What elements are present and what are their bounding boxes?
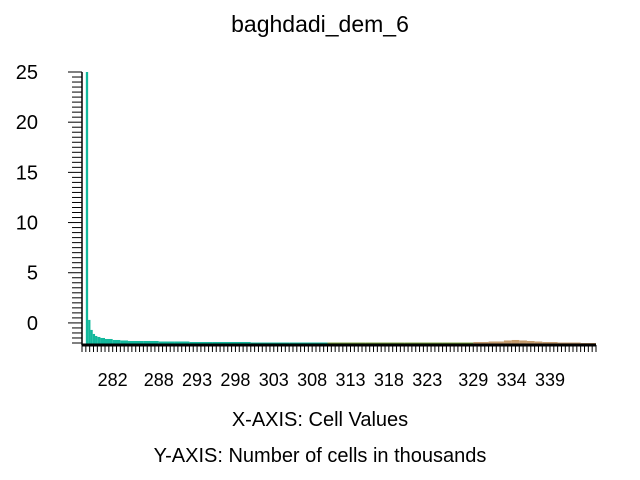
- histogram-bar: [511, 339, 520, 345]
- histogram-bar: [100, 337, 106, 345]
- histogram-bar: [534, 341, 543, 345]
- y-tick-label: 15: [16, 162, 38, 184]
- x-tick-label: 303: [259, 370, 289, 390]
- x-tick-label: 329: [458, 370, 488, 390]
- x-axis: 282 288 293 298 303 308 313 318 323 329 334 339: [81, 343, 597, 390]
- histogram-bar: [519, 340, 527, 345]
- histogram-bar: [85, 72, 89, 345]
- histogram-bar: [105, 338, 113, 345]
- x-tick-label: 282: [98, 370, 128, 390]
- y-axis: 0 5 10 15 20 25: [16, 62, 83, 345]
- y-tick-label: 25: [16, 62, 38, 84]
- x-tick-label: 334: [497, 370, 527, 390]
- histogram-bar: [212, 341, 251, 345]
- x-axis-label: X-AXIS: Cell Values: [232, 409, 408, 431]
- y-tick-label: 20: [16, 112, 38, 134]
- histogram-bar: [488, 341, 504, 345]
- bars-group: [85, 72, 596, 345]
- x-tick-label: 293: [182, 370, 212, 390]
- histogram-bar: [90, 329, 93, 345]
- histogram-bar: [158, 341, 175, 345]
- histogram-bar: [88, 319, 91, 345]
- histogram-bar: [128, 340, 144, 345]
- y-axis-label: Y-AXIS: Number of cells in thousands: [154, 445, 487, 467]
- histogram-bar: [97, 336, 101, 345]
- histogram-bar: [143, 340, 159, 345]
- histogram-bar: [112, 339, 121, 345]
- histogram-bar: [473, 341, 489, 345]
- histogram-bar: [526, 340, 535, 345]
- histogram-bar: [120, 340, 129, 345]
- histogram-bar: [95, 335, 98, 345]
- y-tick-label: 5: [27, 263, 38, 285]
- chart-title: baghdadi_dem_6: [231, 11, 409, 37]
- histogram-bar: [174, 341, 190, 345]
- y-tick-label: 0: [27, 313, 38, 335]
- histogram-bar: [189, 341, 213, 345]
- histogram-bar: [92, 333, 96, 345]
- x-tick-label: 339: [535, 370, 565, 390]
- x-tick-label: 288: [144, 370, 174, 390]
- y-tick-label: 10: [16, 213, 38, 235]
- x-tick-label: 318: [374, 370, 404, 390]
- x-tick-label: 298: [220, 370, 250, 390]
- x-tick-label: 323: [412, 370, 442, 390]
- x-tick-label: 313: [335, 370, 365, 390]
- histogram-bar: [503, 340, 512, 345]
- x-tick-label: 308: [297, 370, 327, 390]
- histogram-bar: [542, 341, 558, 345]
